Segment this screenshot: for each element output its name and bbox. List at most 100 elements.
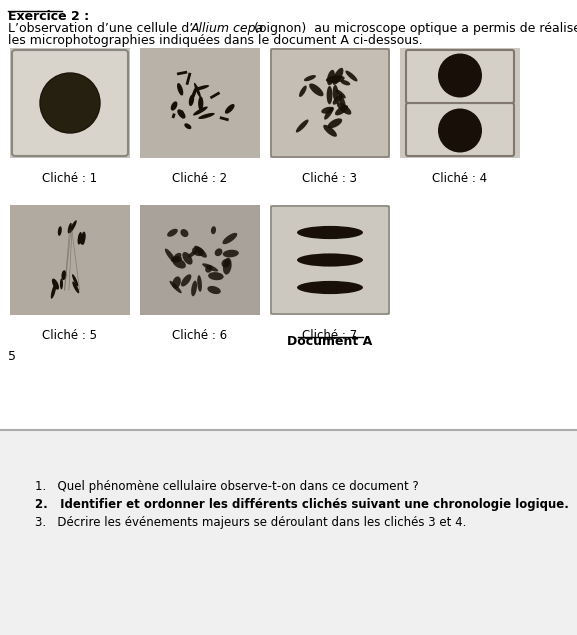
Ellipse shape <box>68 223 72 234</box>
Ellipse shape <box>205 265 212 272</box>
Text: Cliché : 7: Cliché : 7 <box>302 329 358 342</box>
Ellipse shape <box>215 248 222 256</box>
Ellipse shape <box>337 102 351 115</box>
Ellipse shape <box>296 119 309 133</box>
Text: les microphotographies indiquées dans le document A ci-dessous.: les microphotographies indiquées dans le… <box>8 34 422 47</box>
Bar <box>10 48 130 158</box>
Ellipse shape <box>191 281 197 297</box>
Ellipse shape <box>62 271 66 280</box>
Ellipse shape <box>321 107 334 114</box>
Text: Cliché : 4: Cliché : 4 <box>432 172 488 185</box>
Bar <box>10 205 130 315</box>
Ellipse shape <box>78 234 84 245</box>
Ellipse shape <box>297 281 363 294</box>
Ellipse shape <box>191 86 197 101</box>
Circle shape <box>40 73 100 133</box>
Ellipse shape <box>222 259 230 267</box>
Ellipse shape <box>170 281 182 293</box>
Ellipse shape <box>60 278 63 290</box>
Text: 3.   Décrire les événements majeurs se déroulant dans les clichés 3 et 4.: 3. Décrire les événements majeurs se dér… <box>35 516 466 529</box>
FancyBboxPatch shape <box>271 206 389 314</box>
Ellipse shape <box>324 107 334 119</box>
Ellipse shape <box>189 95 194 106</box>
Ellipse shape <box>171 256 182 263</box>
Ellipse shape <box>211 226 216 234</box>
Ellipse shape <box>297 226 363 239</box>
Ellipse shape <box>198 113 215 119</box>
Ellipse shape <box>223 250 239 257</box>
Text: Cliché : 2: Cliché : 2 <box>173 172 227 185</box>
Ellipse shape <box>51 283 57 299</box>
Ellipse shape <box>223 258 231 274</box>
Ellipse shape <box>223 233 237 244</box>
Text: (oignon)  au microscope optique a permis de réaliser: (oignon) au microscope optique a permis … <box>250 22 577 35</box>
Ellipse shape <box>171 102 178 110</box>
FancyBboxPatch shape <box>12 50 128 156</box>
Text: Cliché : 5: Cliché : 5 <box>43 329 98 342</box>
Text: 1.   Quel phénomène cellulaire observe-t-on dans ce document ?: 1. Quel phénomène cellulaire observe-t-o… <box>35 480 419 493</box>
Ellipse shape <box>165 248 176 263</box>
Ellipse shape <box>202 264 218 272</box>
Ellipse shape <box>81 232 86 244</box>
Circle shape <box>438 53 482 98</box>
Ellipse shape <box>309 83 324 97</box>
Ellipse shape <box>336 90 346 98</box>
Ellipse shape <box>182 252 193 265</box>
Ellipse shape <box>323 124 337 137</box>
Text: Document A: Document A <box>287 335 373 348</box>
Circle shape <box>438 109 482 152</box>
Bar <box>140 205 260 315</box>
Ellipse shape <box>327 86 332 104</box>
Ellipse shape <box>208 272 224 280</box>
Ellipse shape <box>177 83 183 95</box>
Ellipse shape <box>173 253 181 261</box>
Ellipse shape <box>328 118 342 128</box>
Ellipse shape <box>167 229 178 237</box>
Ellipse shape <box>332 68 343 85</box>
Bar <box>270 205 390 315</box>
Ellipse shape <box>69 220 77 233</box>
Ellipse shape <box>173 258 186 269</box>
Ellipse shape <box>335 105 348 116</box>
Ellipse shape <box>339 93 346 109</box>
Ellipse shape <box>198 97 203 110</box>
Ellipse shape <box>297 253 363 267</box>
Ellipse shape <box>192 247 204 256</box>
Ellipse shape <box>184 123 192 129</box>
Bar <box>140 48 260 158</box>
Ellipse shape <box>194 85 209 91</box>
Ellipse shape <box>299 86 307 97</box>
Ellipse shape <box>346 70 358 81</box>
Text: Cliché : 3: Cliché : 3 <box>302 172 358 185</box>
Ellipse shape <box>304 75 316 81</box>
Ellipse shape <box>193 107 208 116</box>
Text: Exercice 2 :: Exercice 2 : <box>8 10 89 23</box>
Text: Cliché : 1: Cliché : 1 <box>43 172 98 185</box>
Ellipse shape <box>340 80 350 85</box>
Ellipse shape <box>77 232 82 244</box>
Ellipse shape <box>194 83 201 98</box>
Ellipse shape <box>181 229 189 237</box>
Ellipse shape <box>207 286 221 294</box>
Ellipse shape <box>72 281 79 293</box>
Ellipse shape <box>72 274 78 286</box>
Ellipse shape <box>326 76 344 83</box>
Ellipse shape <box>58 226 62 236</box>
Ellipse shape <box>188 250 197 257</box>
FancyBboxPatch shape <box>406 50 514 103</box>
Ellipse shape <box>327 70 335 85</box>
Text: L’observation d’une cellule d’: L’observation d’une cellule d’ <box>8 22 193 35</box>
Text: 2.   Identifier et ordonner les différents clichés suivant une chronologie logiq: 2. Identifier et ordonner les différents… <box>35 498 569 511</box>
Text: Cliché : 6: Cliché : 6 <box>173 329 227 342</box>
Bar <box>0 430 577 635</box>
Ellipse shape <box>332 95 343 105</box>
Text: Allium cepa: Allium cepa <box>191 22 264 35</box>
Ellipse shape <box>181 274 192 286</box>
Bar <box>400 48 520 158</box>
FancyBboxPatch shape <box>406 103 514 156</box>
Ellipse shape <box>225 104 235 114</box>
Ellipse shape <box>194 246 207 258</box>
FancyBboxPatch shape <box>271 49 389 157</box>
Ellipse shape <box>173 276 181 289</box>
Bar <box>270 48 390 158</box>
